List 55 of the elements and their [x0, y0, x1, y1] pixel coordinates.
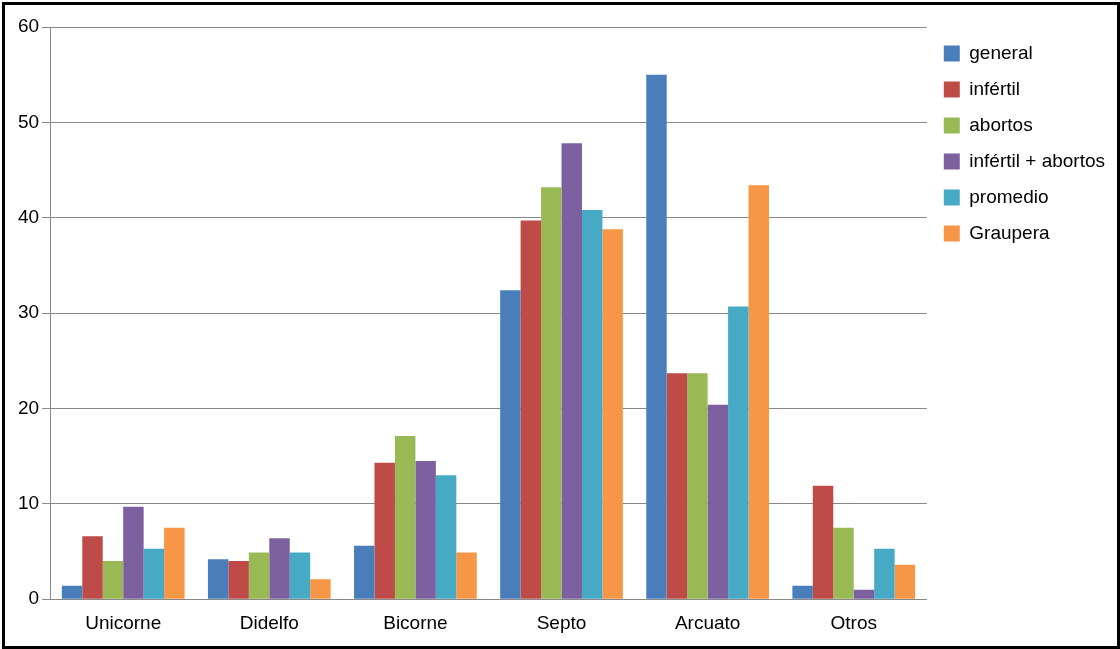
- bar: [374, 462, 395, 599]
- bar: [123, 506, 144, 599]
- bar: [248, 552, 270, 599]
- x-tick-label: Bicorne: [383, 611, 448, 633]
- legend-label: abortos: [969, 113, 1033, 135]
- x-tick-label: Arcuato: [674, 611, 741, 633]
- x-tick-label: Unicorne: [85, 611, 162, 633]
- bar: [666, 373, 688, 599]
- bar: [310, 579, 331, 599]
- bar: [102, 561, 124, 599]
- bar: [207, 559, 229, 599]
- bar: [164, 527, 185, 599]
- bar: [812, 485, 834, 599]
- bar: [792, 585, 813, 599]
- y-tick-label: 50: [17, 110, 40, 132]
- legend-label: promedio: [969, 185, 1049, 207]
- bar: [143, 548, 165, 599]
- legend-label: infértil: [969, 77, 1020, 99]
- y-tick-label: 20: [17, 396, 40, 418]
- legend-label: general: [969, 41, 1033, 63]
- bar: [894, 564, 916, 599]
- bar: [82, 536, 103, 599]
- y-tick-label: 40: [17, 205, 40, 227]
- bar: [456, 552, 477, 599]
- x-tick-label: Didelfo: [239, 611, 299, 633]
- x-tick-label: Otros: [830, 611, 877, 633]
- x-tick-label: Septo: [536, 611, 587, 633]
- bar: [415, 460, 436, 599]
- bar: [687, 373, 708, 599]
- bar: [561, 143, 582, 599]
- bar: [853, 589, 875, 599]
- bar: [541, 187, 562, 599]
- bar: [833, 527, 854, 599]
- y-tick-label: 0: [28, 587, 40, 609]
- y-tick-label: 60: [17, 15, 40, 37]
- y-tick-label: 10: [17, 492, 40, 514]
- bar: [602, 229, 623, 599]
- bar: [728, 306, 749, 599]
- bar: [354, 545, 375, 599]
- bar: [581, 210, 603, 599]
- bar: [435, 475, 457, 599]
- bar: [61, 585, 83, 599]
- bar: [748, 185, 769, 599]
- bar: [874, 548, 895, 599]
- y-tick-label: 30: [17, 301, 40, 323]
- bar: [646, 74, 667, 599]
- bar: [500, 290, 521, 599]
- legend-label: infértil + abortos: [969, 149, 1106, 171]
- bar: [707, 404, 729, 599]
- bar: [289, 552, 311, 599]
- legend-label: Graupera: [969, 221, 1050, 243]
- bar: [269, 538, 290, 599]
- bar: [228, 561, 249, 599]
- bar: [520, 220, 542, 599]
- bar: [394, 436, 416, 599]
